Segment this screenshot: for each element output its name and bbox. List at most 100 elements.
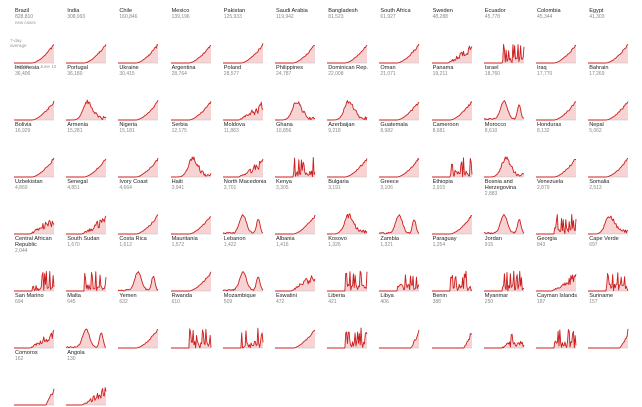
country-panel: Nepal 5,062 bbox=[588, 122, 642, 179]
country-label: Ghana 10,856 bbox=[276, 122, 326, 134]
country-name: Myanmar bbox=[484, 293, 509, 299]
country-name: Ukraine bbox=[119, 65, 139, 71]
seven-day-average-line bbox=[275, 275, 316, 292]
country-name: Georgia bbox=[537, 236, 557, 242]
country-label: Ukraine 30,415 bbox=[119, 65, 169, 77]
cases-area bbox=[379, 158, 420, 177]
cases-area bbox=[222, 102, 263, 120]
country-name: Egypt bbox=[589, 8, 604, 14]
country-label: Greece 3,106 bbox=[380, 179, 430, 191]
country-case-count: 36,180 bbox=[67, 71, 83, 77]
sparkline bbox=[66, 271, 107, 292]
sparkline bbox=[588, 272, 629, 292]
seven-day-average-line bbox=[536, 213, 577, 235]
seven-day-average-line bbox=[379, 329, 420, 349]
country-panel: North Macedonia 3,701 bbox=[222, 179, 277, 236]
country-panel: Bosnia and Herzegovina 2,883 bbox=[483, 179, 538, 236]
country-label: Mozambique 509 bbox=[224, 293, 274, 305]
country-panel: Venezuela 2,879 bbox=[536, 179, 590, 236]
sparkline bbox=[483, 214, 525, 235]
seven-day-average-line bbox=[483, 44, 525, 64]
country-label: Honduras 8,132 bbox=[537, 122, 587, 134]
cases-area bbox=[14, 388, 54, 405]
sparkline bbox=[275, 157, 316, 178]
country-panel: Brazil 828,810 new cases 7-day average Jan. … bbox=[10, 8, 68, 69]
country-panel: Somalia 2,513 bbox=[588, 179, 642, 236]
country-case-count: 8,610 bbox=[484, 128, 498, 134]
sparkline bbox=[222, 214, 263, 235]
sparkline bbox=[379, 157, 420, 178]
country-label: Albania 1,416 bbox=[276, 236, 326, 248]
country-label: Bulgaria 3,191 bbox=[328, 179, 378, 191]
country-label: Zambia 1,321 bbox=[380, 236, 430, 248]
country-label: Costa Rica 1,612 bbox=[119, 236, 169, 248]
cases-area bbox=[536, 214, 576, 234]
sparkline bbox=[379, 43, 420, 64]
country-label: Eswatini 472 bbox=[276, 293, 326, 305]
country-case-count: 8,982 bbox=[380, 128, 393, 134]
country-label: Bahrain 17,269 bbox=[589, 65, 639, 77]
country-case-count: 10,856 bbox=[276, 128, 292, 134]
seven-day-average-line bbox=[66, 271, 107, 292]
sparkline bbox=[275, 214, 316, 235]
country-name: Ethiopia bbox=[432, 179, 453, 185]
country-name: Cameroon bbox=[432, 122, 459, 128]
country-name: Armenia bbox=[67, 122, 89, 128]
seven-day-average-line bbox=[66, 215, 107, 235]
sparkline bbox=[118, 271, 159, 292]
country-case-count: 21,071 bbox=[380, 71, 396, 77]
country-label: Senegal 4,851 bbox=[67, 179, 117, 191]
country-case-count: 12,175 bbox=[171, 128, 187, 134]
seven-day-average-line bbox=[118, 214, 159, 235]
country-label: Oman 21,071 bbox=[380, 65, 430, 77]
seven-day-average-line bbox=[222, 271, 264, 292]
cases-area bbox=[327, 45, 368, 63]
seven-day-average-line bbox=[14, 329, 55, 349]
sparkline bbox=[536, 213, 577, 235]
sparkline bbox=[431, 101, 472, 121]
country-name: Cape Verde bbox=[589, 236, 619, 242]
country-label: Egypt 41,303 bbox=[589, 8, 639, 20]
country-name: Costa Rica bbox=[119, 236, 147, 242]
sparkline bbox=[327, 327, 368, 349]
seven-day-average-line bbox=[275, 214, 316, 235]
country-case-count: 45,778 bbox=[484, 14, 501, 20]
country-panel: San Marino 694 bbox=[14, 293, 68, 350]
cases-area bbox=[536, 101, 576, 120]
country-panel: Pakistan 125,933 bbox=[222, 8, 277, 65]
country-label: Uzbekistan 4,869 bbox=[15, 179, 65, 191]
seven-day-average-line bbox=[118, 271, 159, 292]
country-case-count: 48,288 bbox=[432, 14, 448, 20]
cases-area bbox=[275, 215, 315, 234]
seven-day-average-line bbox=[379, 214, 420, 235]
country-label: North Macedonia 3,701 bbox=[224, 179, 274, 191]
country-panel: Greece 3,106 bbox=[379, 179, 433, 236]
country-case-count: 18,760 bbox=[484, 71, 501, 77]
cases-area bbox=[275, 45, 315, 63]
seven-day-average-line bbox=[588, 157, 629, 178]
country-label: Nigeria 15,181 bbox=[119, 122, 169, 134]
country-case-count: 388 bbox=[432, 299, 441, 305]
sparkline bbox=[14, 329, 55, 349]
cases-area bbox=[379, 329, 420, 348]
cases-area bbox=[170, 216, 211, 234]
country-panel: Costa Rica 1,612 bbox=[118, 236, 172, 293]
average-annotation: 7-day average bbox=[10, 38, 27, 48]
country-label: Pakistan 125,933 bbox=[224, 8, 274, 20]
country-name: Venezuela bbox=[537, 179, 564, 185]
country-case-count: 2,883 bbox=[484, 191, 498, 197]
country-case-count: 308,993 bbox=[67, 14, 86, 20]
country-label: Kosovo 1,326 bbox=[328, 236, 378, 248]
sparkline bbox=[118, 329, 159, 349]
country-label: Cape Verde 697 bbox=[589, 236, 639, 248]
country-label: Sweden 48,288 bbox=[433, 8, 483, 20]
country-case-count: 1,321 bbox=[380, 242, 393, 248]
country-case-count: 160,846 bbox=[119, 14, 138, 20]
seven-day-average-line bbox=[66, 158, 107, 178]
sparkline bbox=[14, 388, 55, 406]
country-panel: Lebanon 1,422 bbox=[222, 236, 277, 293]
country-panel: Dominican Rep. 22,008 bbox=[327, 65, 381, 122]
country-panel: Israel 18,760 bbox=[483, 65, 538, 122]
country-label: Israel 18,760 bbox=[485, 65, 535, 77]
country-case-count: 1,416 bbox=[276, 242, 289, 248]
